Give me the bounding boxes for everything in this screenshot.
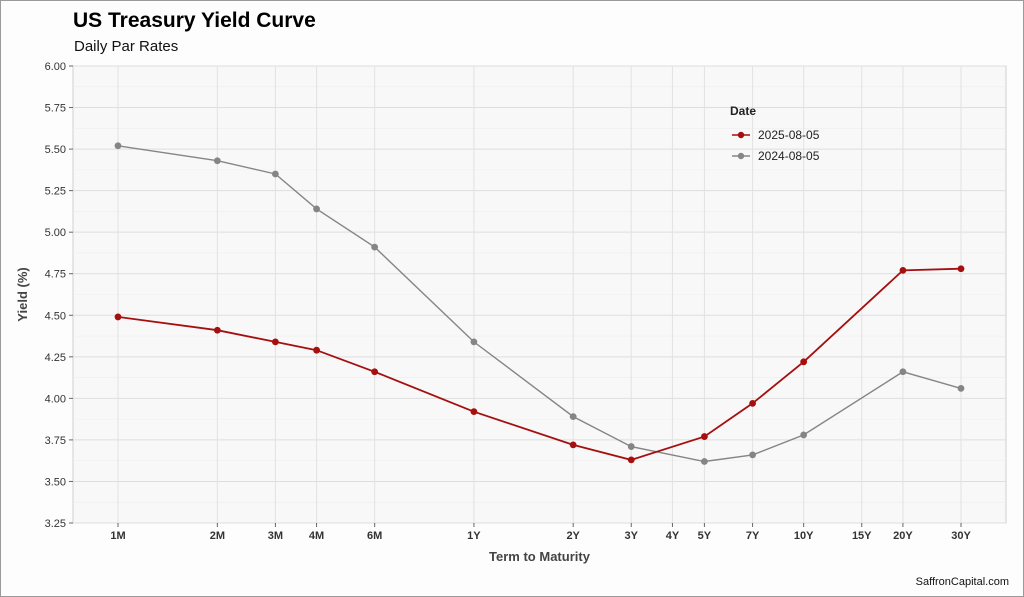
data-point (470, 408, 478, 416)
data-point (271, 338, 279, 346)
legend-marker (737, 131, 745, 139)
y-axis-ticks: 3.25 3.50 3.75 4.00 4.25 4.50 4.75 5.00 5.25 5.50… (45, 61, 73, 530)
x-tick-label: 4M (309, 530, 324, 542)
x-tick-label: 5Y (698, 530, 712, 542)
data-point (313, 205, 320, 213)
y-tick-label: 5.50 (45, 144, 66, 156)
data-point (213, 326, 221, 334)
data-point (800, 431, 808, 439)
series-2025-08-05 (114, 265, 965, 464)
data-point (569, 441, 577, 449)
x-axis-ticks: 1M 2M 3M 4M 6M 1Y 2Y 3Y 4Y 5Y 7Y 10Y 15Y 20Y 30Y (110, 523, 971, 542)
data-point (701, 458, 708, 465)
legend-item: 2024-08-05 (732, 149, 820, 163)
data-point (701, 433, 708, 440)
legend-label: 2025-08-05 (758, 128, 820, 142)
x-tick-label: 7Y (746, 530, 760, 542)
gridlines (73, 65, 1006, 524)
data-point (749, 451, 756, 459)
y-axis-label: Yield (%) (15, 267, 30, 321)
x-axis-label: Term to Maturity (489, 549, 591, 564)
x-tick-label: 4Y (666, 530, 680, 542)
y-tick-label: 6.00 (45, 61, 66, 73)
x-tick-label: 1M (110, 530, 125, 542)
data-point (749, 399, 756, 407)
y-tick-label: 3.25 (45, 518, 66, 530)
data-point (213, 157, 221, 165)
x-tick-label: 10Y (794, 530, 814, 542)
y-tick-label: 3.50 (45, 476, 66, 488)
y-tick-label: 4.50 (45, 310, 66, 322)
y-tick-label: 4.00 (45, 393, 66, 405)
x-tick-label: 3Y (625, 530, 639, 542)
legend-item: 2025-08-05 (732, 128, 820, 142)
chart-subtitle: Daily Par Rates (74, 38, 179, 55)
data-point (569, 413, 577, 421)
x-tick-label: 1Y (467, 530, 481, 542)
y-tick-label: 5.75 (45, 103, 66, 115)
data-point (114, 313, 122, 321)
y-tick-label: 5.25 (45, 186, 66, 198)
chart-title: US Treasury Yield Curve (73, 9, 316, 32)
legend-title: Date (730, 104, 756, 118)
data-point (627, 443, 635, 450)
data-point (371, 243, 379, 251)
data-point (957, 265, 965, 273)
data-point (114, 142, 122, 150)
x-tick-label: 3M (268, 530, 283, 542)
x-tick-label: 6M (367, 530, 382, 542)
y-tick-label: 5.00 (45, 227, 66, 239)
legend-marker (737, 152, 745, 160)
data-point (899, 368, 907, 376)
source-credit: SaffronCapital.com (915, 576, 1009, 588)
data-point (271, 170, 279, 178)
data-point (371, 368, 379, 376)
x-tick-label: 15Y (852, 530, 872, 542)
x-tick-label: 2M (210, 530, 225, 542)
legend-label: 2024-08-05 (758, 149, 820, 163)
y-tick-label: 3.75 (45, 435, 66, 447)
y-tick-label: 4.25 (45, 352, 66, 364)
data-point (470, 338, 478, 346)
data-point (800, 358, 808, 366)
x-tick-label: 20Y (893, 530, 913, 542)
x-tick-label: 30Y (951, 530, 971, 542)
data-point (313, 346, 320, 354)
x-tick-label: 2Y (566, 530, 580, 542)
series-layer (114, 142, 965, 465)
series-2024-08-05 (114, 142, 965, 465)
data-point (627, 456, 635, 464)
y-tick-label: 4.75 (45, 269, 66, 281)
data-point (957, 384, 965, 392)
data-point (899, 267, 907, 274)
